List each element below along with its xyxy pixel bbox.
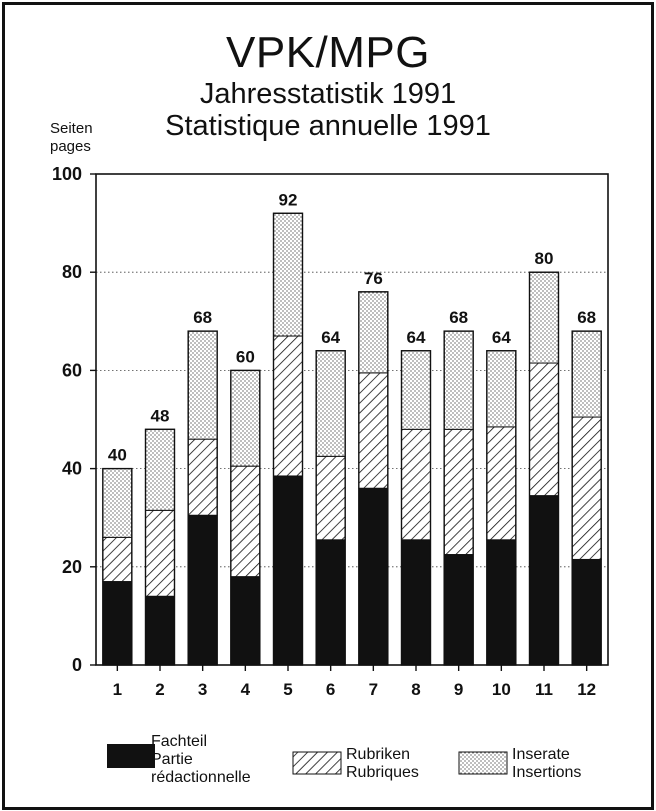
- bar-segment-fachteil: [571, 558, 602, 666]
- bar-segment-rubriken: [315, 455, 346, 541]
- y-tick-label: 20: [62, 557, 82, 577]
- bar-segment-rubriken: [187, 438, 218, 516]
- bar-segment-rubriken: [230, 465, 261, 578]
- bar-total-label: 76: [364, 269, 383, 288]
- bar-segment-inserate: [529, 271, 559, 364]
- bar-segment-inserate: [486, 350, 517, 428]
- bar-segment-inserate: [102, 468, 133, 538]
- x-tick-label: 2: [155, 680, 164, 699]
- bar-total-label: 92: [279, 190, 298, 209]
- x-tick-label: 7: [369, 680, 378, 699]
- legend-label-fachteil-fr2: rédactionnelle: [151, 769, 251, 786]
- legend-label-inserate-de: Inserate: [512, 746, 570, 763]
- bar-segment-inserate: [401, 350, 431, 430]
- bar-segment-rubriken: [486, 426, 517, 541]
- bar-segment-rubriken: [358, 372, 389, 489]
- bar-total-label: 68: [577, 308, 596, 327]
- bar-segment-inserate: [358, 291, 389, 374]
- bar-segment-fachteil: [358, 487, 389, 666]
- bar-total-label: 40: [108, 446, 127, 465]
- x-tick-label: 11: [535, 680, 553, 699]
- legend-label-rubriken-de: Rubriken: [346, 746, 411, 763]
- bar-segment-fachteil: [273, 475, 303, 666]
- legend-label-inserate-fr: Insertions: [512, 764, 582, 781]
- bar-segment-inserate: [187, 330, 218, 440]
- bar-total-label: 60: [236, 347, 255, 366]
- chart-subtitle-de: Jahresstatistik 1991: [199, 78, 457, 110]
- x-tick-label: 4: [241, 680, 251, 699]
- y-tick-label: 100: [52, 164, 82, 184]
- bar-segment-rubriken: [401, 428, 431, 541]
- bar-segment-rubriken: [443, 428, 474, 556]
- bar-segment-fachteil: [486, 539, 517, 666]
- legend-label-fachteil-de: Fachteil: [151, 733, 208, 750]
- bar-segment-fachteil: [230, 576, 261, 666]
- y-tick-label: 60: [62, 360, 82, 380]
- x-tick-label: 10: [492, 680, 511, 699]
- chart-subtitle-fr: Statistique annuelle 1991: [165, 110, 491, 142]
- bar-total-label: 80: [535, 249, 554, 268]
- legend-swatch-rubriken: [292, 751, 342, 775]
- bars-layer: 40 48 68 60 92 64 76 64 68 64 80 68: [102, 190, 602, 666]
- plot-area-frame: [95, 173, 609, 666]
- bar-segment-rubriken: [273, 335, 303, 477]
- y-axis-label-fr: pages: [50, 138, 91, 155]
- x-tick-label: 5: [283, 680, 292, 699]
- bar-segment-inserate: [230, 369, 261, 467]
- x-tick-label: 12: [577, 680, 596, 699]
- bar-segment-rubriken: [145, 509, 175, 597]
- bar-segment-inserate: [571, 330, 602, 418]
- bar-segment-fachteil: [187, 514, 218, 666]
- bar-total-label: 64: [321, 328, 340, 347]
- y-axis-label-de: Seiten: [50, 120, 93, 137]
- bar-segment-inserate: [273, 212, 303, 337]
- bar-segment-rubriken: [571, 416, 602, 560]
- x-tick-label: 1: [113, 680, 122, 699]
- x-tick-label: 8: [411, 680, 420, 699]
- bar-segment-fachteil: [102, 581, 133, 666]
- bar-segment-inserate: [145, 428, 175, 511]
- bar-segment-fachteil: [443, 554, 474, 666]
- x-tick-label: 3: [198, 680, 207, 699]
- bar-total-label: 68: [449, 308, 468, 327]
- chart-title: VPK/MPG: [226, 28, 430, 77]
- x-tick-label: 6: [326, 680, 335, 699]
- bar-total-label: 64: [492, 328, 511, 347]
- bar-segment-fachteil: [145, 595, 175, 666]
- legend-label-rubriken-fr: Rubriques: [346, 764, 419, 781]
- legend-swatch-inserate: [458, 751, 508, 775]
- bar-segment-fachteil: [529, 495, 559, 666]
- bar-total-label: 48: [151, 406, 170, 425]
- bar-segment-inserate: [315, 350, 346, 457]
- legend-swatch-fachteil: [107, 744, 155, 768]
- bar-segment-inserate: [443, 330, 474, 430]
- bar-segment-fachteil: [315, 539, 346, 666]
- bar-segment-rubriken: [529, 362, 559, 497]
- bar-total-label: 68: [193, 308, 212, 327]
- legend-layer: [107, 744, 508, 775]
- y-tick-label: 0: [72, 655, 82, 675]
- grid-layer: [96, 271, 608, 568]
- y-tick-label: 80: [62, 262, 82, 282]
- bar-segment-fachteil: [401, 539, 431, 666]
- bar-total-label: 64: [407, 328, 426, 347]
- y-tick-label: 40: [62, 459, 82, 479]
- x-tick-label: 9: [454, 680, 463, 699]
- bar-segment-rubriken: [102, 536, 133, 583]
- legend-label-fachteil-fr1: Partie: [151, 751, 193, 768]
